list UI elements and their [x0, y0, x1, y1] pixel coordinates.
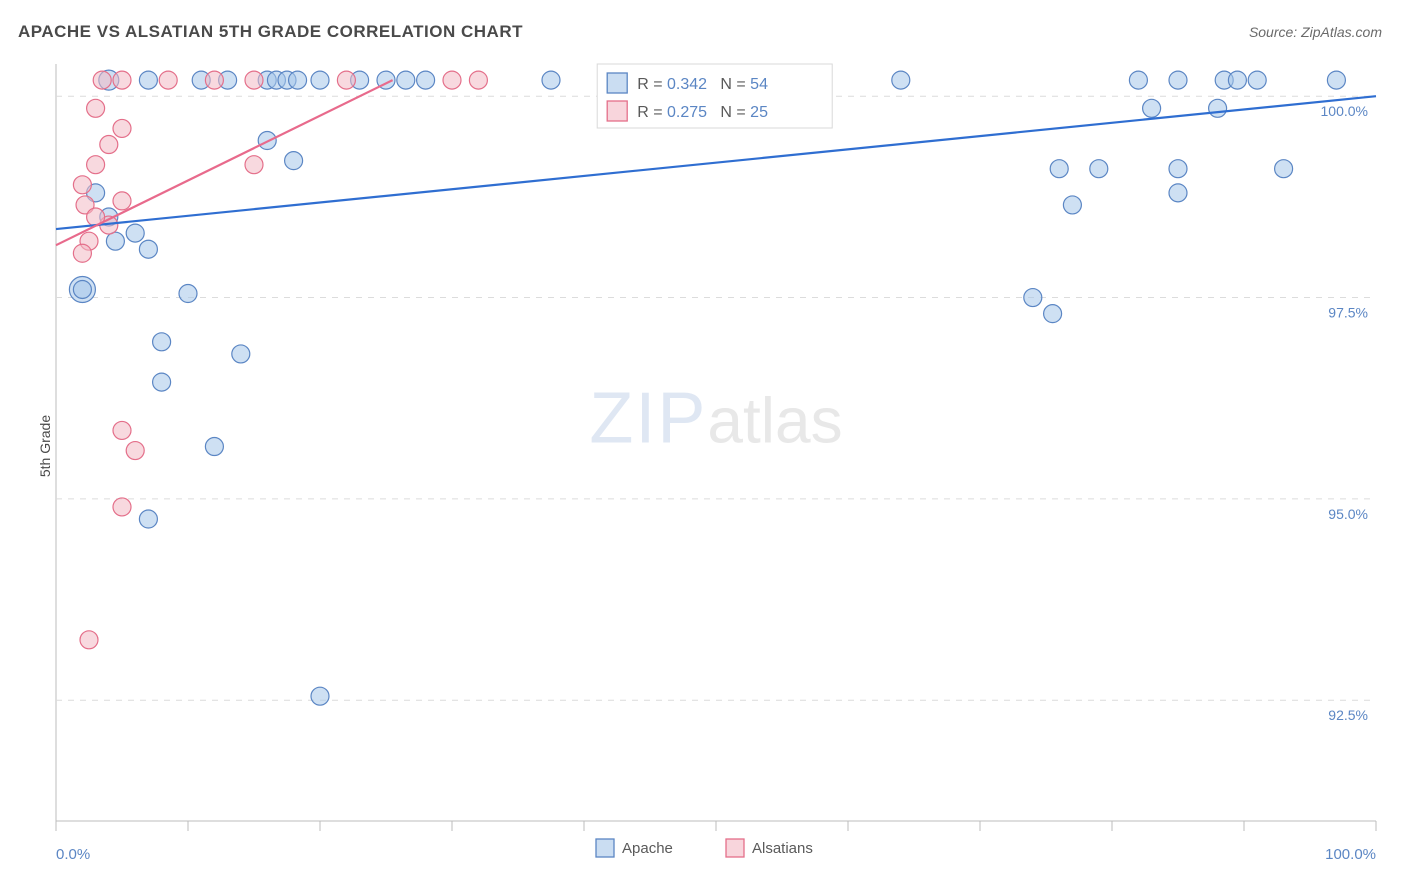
data-point — [205, 71, 223, 89]
data-point — [1209, 99, 1227, 117]
data-point — [1044, 305, 1062, 323]
data-point — [417, 71, 435, 89]
data-point — [1129, 71, 1147, 89]
data-point — [1063, 196, 1081, 214]
data-point — [87, 156, 105, 174]
legend-swatch — [596, 839, 614, 857]
legend-stat: R = 0.275 N = 25 — [637, 104, 768, 121]
data-point — [113, 71, 131, 89]
data-point — [126, 442, 144, 460]
data-point — [113, 421, 131, 439]
data-point — [337, 71, 355, 89]
data-point — [245, 156, 263, 174]
data-point — [93, 71, 111, 89]
data-point — [1228, 71, 1246, 89]
source-label: Source: ZipAtlas.com — [1249, 24, 1382, 40]
data-point — [1090, 160, 1108, 178]
data-point — [542, 71, 560, 89]
data-point — [311, 687, 329, 705]
legend-label-alsatians: Alsatians — [752, 840, 813, 857]
data-point — [113, 498, 131, 516]
y-tick-label: 97.5% — [1328, 305, 1368, 321]
x-tick-label: 0.0% — [56, 846, 90, 863]
data-point — [106, 232, 124, 250]
data-point — [80, 631, 98, 649]
legend-swatch — [726, 839, 744, 857]
data-point — [1169, 71, 1187, 89]
data-point — [1275, 160, 1293, 178]
data-point — [285, 152, 303, 170]
data-point — [126, 224, 144, 242]
data-point — [153, 373, 171, 391]
data-point — [73, 244, 91, 262]
trend-line — [56, 80, 393, 245]
plot-area: 92.5% 95.0% 97.5% 100.0% ZIPatlas R = 0.342 N… — [50, 58, 1382, 867]
data-point — [443, 71, 461, 89]
legend-stat: R = 0.342 N = 54 — [637, 76, 768, 93]
data-point — [179, 285, 197, 303]
data-point — [139, 240, 157, 258]
legend-label-apache: Apache — [622, 840, 673, 857]
legend-swatch — [607, 101, 627, 121]
data-point — [139, 71, 157, 89]
data-point — [289, 71, 307, 89]
data-point — [1143, 99, 1161, 117]
legend-swatch — [607, 73, 627, 93]
data-point — [1327, 71, 1345, 89]
y-tick-label: 92.5% — [1328, 707, 1368, 723]
data-point — [73, 176, 91, 194]
data-point — [1050, 160, 1068, 178]
scatter-plot: 92.5% 95.0% 97.5% 100.0% ZIPatlas R = 0.342 N… — [50, 58, 1382, 867]
x-tick-label: 100.0% — [1325, 846, 1376, 863]
data-point — [469, 71, 487, 89]
data-point — [1169, 160, 1187, 178]
data-point — [113, 119, 131, 137]
data-point — [113, 192, 131, 210]
data-point — [1024, 289, 1042, 307]
data-point — [232, 345, 250, 363]
chart-title: APACHE VS ALSATIAN 5TH GRADE CORRELATION… — [18, 22, 523, 42]
data-point — [159, 71, 177, 89]
data-point — [139, 510, 157, 528]
data-point — [311, 71, 329, 89]
data-point — [397, 71, 415, 89]
data-point — [100, 136, 118, 154]
data-point — [87, 99, 105, 117]
data-point — [1169, 184, 1187, 202]
data-point — [205, 438, 223, 456]
data-point — [245, 71, 263, 89]
data-point — [892, 71, 910, 89]
watermark: ZIPatlas — [589, 379, 842, 459]
data-point — [1248, 71, 1266, 89]
data-point — [153, 333, 171, 351]
y-tick-label: 100.0% — [1321, 103, 1368, 119]
y-tick-label: 95.0% — [1328, 506, 1368, 522]
data-point — [73, 280, 91, 298]
